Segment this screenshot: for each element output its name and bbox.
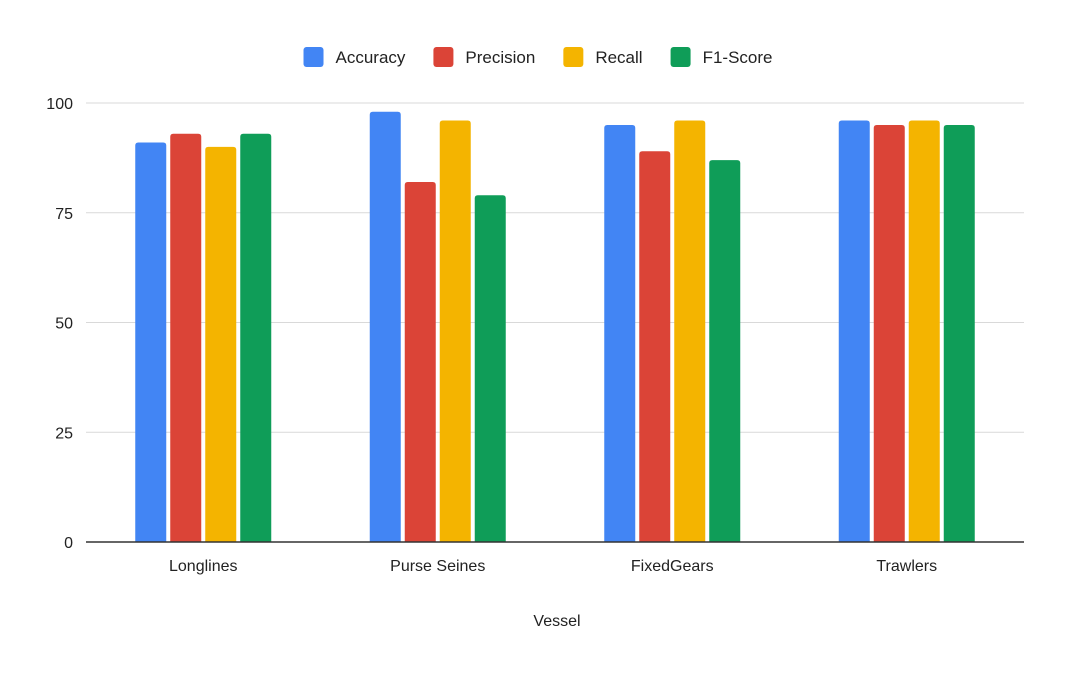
bar-purse-seines-precision [404, 182, 436, 542]
x-tick-label: FixedGears [631, 558, 714, 575]
legend-label-f1-score: F1-Score [703, 48, 773, 67]
y-tick-label: 100 [46, 96, 73, 113]
x-axis-ticks: Longlines Purse Seines FixedGears Trawlers [169, 558, 937, 575]
legend-swatch-recall [563, 47, 584, 67]
bar-purse-seines-f1-score [474, 195, 506, 542]
x-tick-label: Longlines [169, 558, 238, 575]
y-tick-label: 75 [55, 206, 73, 223]
legend-swatch-precision [433, 47, 454, 67]
x-tick-label: Trawlers [876, 558, 937, 575]
legend-label-precision: Precision [465, 48, 535, 67]
legend-swatch-accuracy [303, 47, 324, 67]
bar-trawlers-precision [873, 124, 905, 542]
x-tick-label: Purse Seines [390, 558, 485, 575]
bar-fixedgears-recall [674, 120, 706, 542]
bar-longlines-f1-score [240, 133, 272, 543]
bar-longlines-recall [205, 146, 237, 542]
bar-trawlers-recall [908, 120, 940, 542]
y-tick-label: 25 [55, 425, 73, 442]
bar-trawlers-accuracy [838, 120, 870, 542]
bar-longlines-accuracy [135, 142, 167, 542]
bar-fixedgears-f1-score [709, 160, 741, 542]
legend-label-accuracy: Accuracy [336, 48, 406, 67]
bar-purse-seines-accuracy [369, 111, 401, 542]
bar-purse-seines-recall [439, 120, 471, 542]
legend-swatch-f1-score [670, 47, 691, 67]
y-tick-label: 0 [64, 535, 73, 552]
bars [135, 111, 975, 543]
x-axis-title: Vessel [533, 613, 580, 630]
bar-trawlers-f1-score [943, 124, 975, 542]
legend-label-recall: Recall [595, 48, 642, 67]
legend: Accuracy Precision Recall F1-Score [303, 47, 773, 67]
bar-fixedgears-precision [639, 151, 671, 543]
y-axis-ticks: 0 25 50 75 100 [46, 96, 73, 552]
bar-longlines-precision [170, 133, 202, 543]
bar-fixedgears-accuracy [604, 124, 636, 542]
y-tick-label: 50 [55, 316, 73, 333]
